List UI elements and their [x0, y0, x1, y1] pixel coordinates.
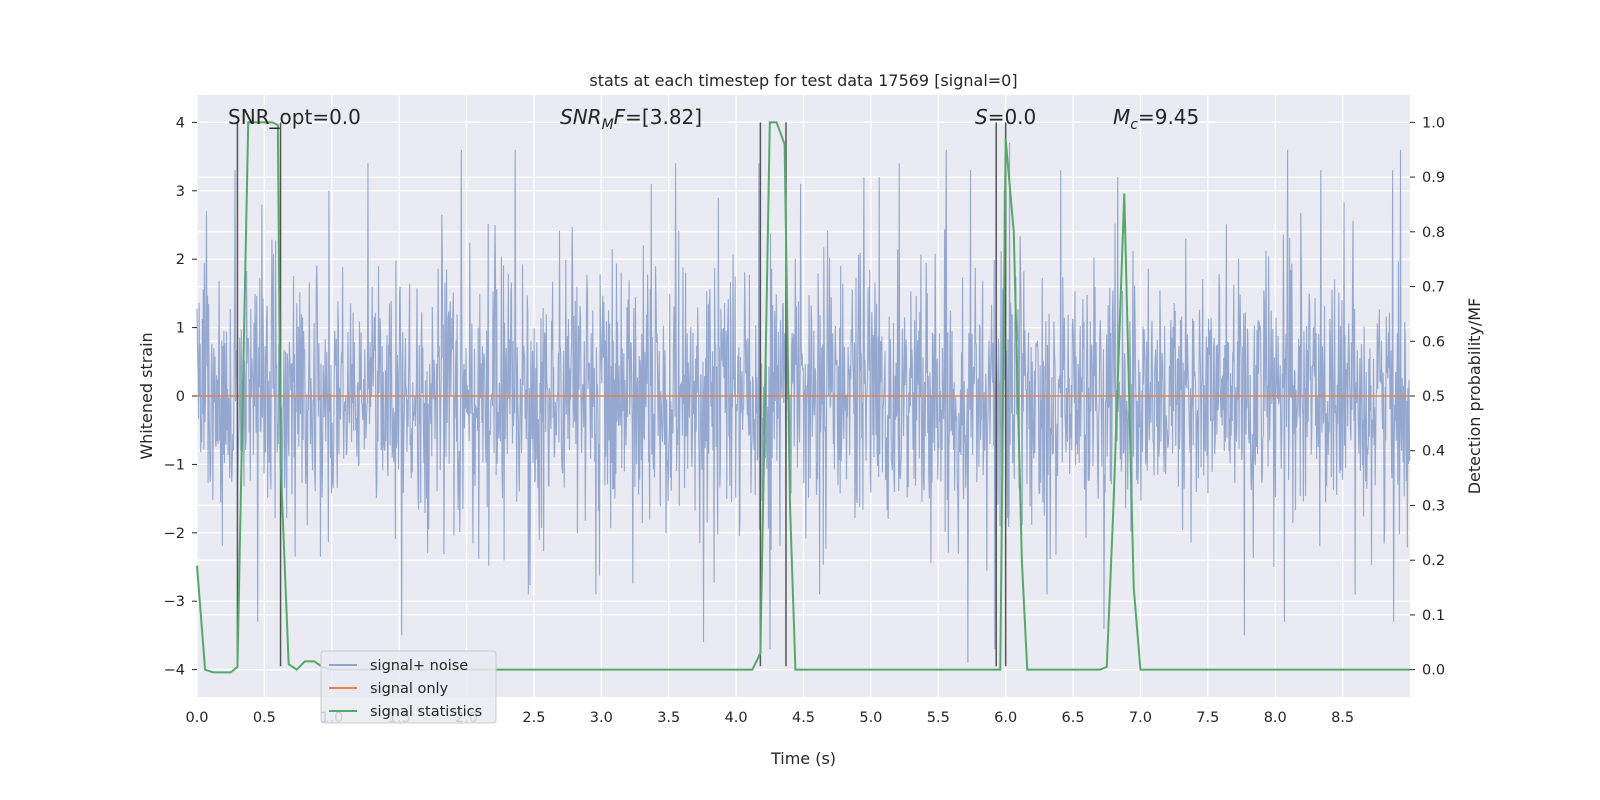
y-left-tick-label: −4: [164, 663, 185, 679]
x-tick-label: 0.0: [185, 710, 208, 726]
annotation-4: Mc=9.45: [1113, 105, 1199, 133]
legend-box: [320, 650, 497, 724]
y-right-tick-label: 0.0: [1422, 663, 1445, 679]
y-left-tick-label: −3: [164, 594, 185, 610]
y-left-tick-label: 0: [176, 389, 185, 405]
noise-line: [196, 142, 1411, 663]
y-right-tick-label: 1.0: [1422, 115, 1445, 131]
series-signal-noise: [196, 142, 1411, 663]
y-left-tick-label: −1: [164, 457, 185, 473]
y-left-axis-ticks: −4 −3 −2 −1 0 1 2 3 4: [164, 115, 197, 679]
series-signal-statistics: [196, 121, 1410, 674]
x-tick-label: 5.5: [927, 710, 950, 726]
legend-entry: signal statistics: [370, 704, 482, 720]
y-right-tick-label: 0.7: [1422, 280, 1445, 296]
x-tick-label: 3.5: [657, 710, 680, 726]
annotation-2: SNRMF=[3.82]: [560, 105, 702, 133]
annotation-1: SNR_opt=0.0: [228, 105, 361, 129]
y-right-tick-label: 0.4: [1422, 444, 1445, 460]
y-right-tick-label: 0.1: [1422, 608, 1445, 624]
y-right-tick-label: 0.3: [1422, 498, 1445, 514]
legend: signal+ noise signal only signal statistic…: [320, 650, 497, 724]
y-right-tick-label: 0.6: [1422, 334, 1445, 350]
y-right-tick-label: 0.9: [1422, 170, 1445, 186]
annotation-3: S=0.0: [975, 105, 1036, 129]
x-tick-label: 2.5: [522, 710, 545, 726]
y-left-tick-label: 1: [176, 321, 185, 337]
legend-entry: signal+ noise: [370, 658, 468, 674]
x-tick-label: 8.5: [1331, 710, 1354, 726]
y-right-axis-label: Detection probability/MF: [1465, 298, 1484, 495]
x-tick-label: 5.0: [859, 710, 882, 726]
x-tick-label: 4.5: [792, 710, 815, 726]
legend-entry: signal only: [370, 681, 449, 697]
y-left-tick-label: 3: [176, 184, 185, 200]
x-tick-label: 0.5: [253, 710, 276, 726]
y-right-tick-label: 0.8: [1422, 225, 1445, 241]
annotations: SNR_opt=0.0 SNRMF=[3.82] S=0.0 Mc=9.45: [228, 105, 1199, 133]
y-left-tick-label: 4: [176, 115, 185, 131]
x-tick-label: 3.0: [590, 710, 613, 726]
y-left-tick-label: −2: [164, 526, 185, 542]
statistics-line: [196, 121, 1410, 674]
x-tick-label: 7.0: [1129, 710, 1152, 726]
x-axis-label: Time (s): [770, 749, 836, 768]
y-right-axis-ticks: 0.0 0.1 0.2 0.3 0.4 0.5 0.6 0.7 0.8 0.9 1.0: [1410, 115, 1445, 679]
x-tick-label: 7.5: [1196, 710, 1219, 726]
y-left-axis-label: Whitened strain: [137, 332, 156, 459]
x-tick-label: 8.0: [1264, 710, 1287, 726]
y-right-tick-label: 0.2: [1422, 553, 1445, 569]
x-tick-label: 6.0: [994, 710, 1017, 726]
y-right-tick-label: 0.5: [1422, 389, 1445, 405]
y-left-tick-label: 2: [176, 252, 185, 268]
x-tick-label: 4.0: [725, 710, 748, 726]
x-tick-label: 6.5: [1062, 710, 1085, 726]
chart-title: stats at each timestep for test data 175…: [589, 71, 1017, 90]
